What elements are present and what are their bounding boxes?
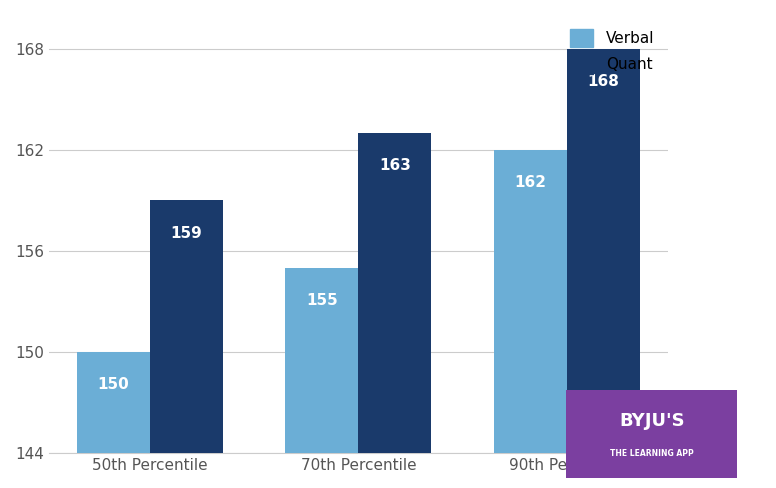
- Text: 159: 159: [171, 225, 203, 241]
- Bar: [286, 268, 359, 488]
- Text: 155: 155: [306, 293, 338, 308]
- Text: 168: 168: [587, 74, 619, 89]
- Bar: [359, 133, 431, 488]
- Bar: [494, 150, 566, 488]
- FancyBboxPatch shape: [561, 388, 743, 481]
- Bar: [77, 352, 150, 488]
- Bar: [566, 49, 639, 488]
- Text: BYJU'S: BYJU'S: [619, 412, 684, 430]
- Bar: [150, 201, 223, 488]
- Text: 162: 162: [514, 175, 546, 190]
- Text: THE LEARNING APP: THE LEARNING APP: [610, 449, 694, 458]
- Legend: Verbal, Quant: Verbal, Quant: [564, 22, 660, 80]
- Text: 150: 150: [98, 377, 130, 392]
- Text: 163: 163: [379, 158, 411, 173]
